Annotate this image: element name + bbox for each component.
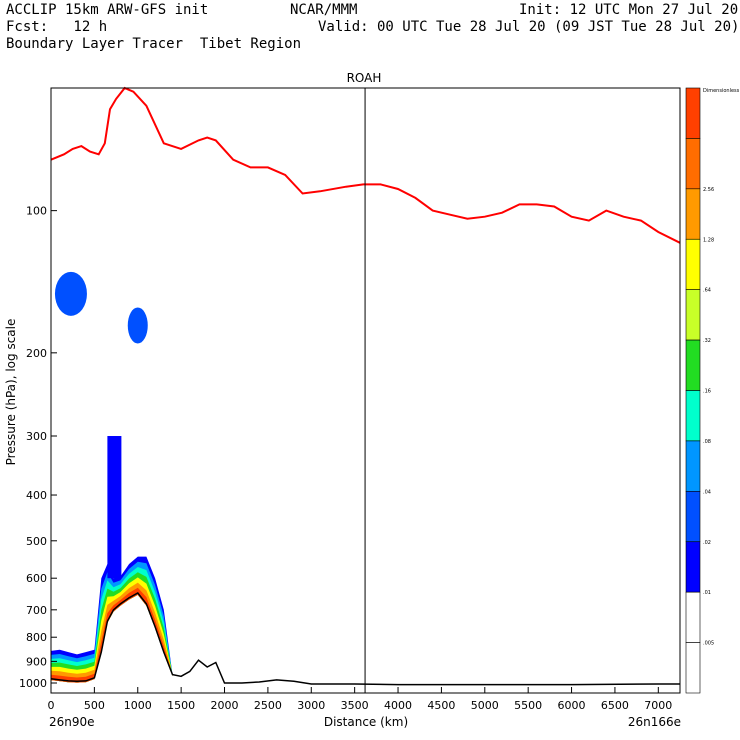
y-tick-label: 400 (26, 489, 47, 502)
colorbar-swatch (685, 440, 701, 492)
colorbar-swatch (685, 591, 701, 643)
header-org: NCAR/MMM (290, 2, 358, 18)
colorbar-swatch (685, 541, 701, 593)
x-tick-label: 5500 (514, 699, 542, 712)
y-tick-label: 200 (26, 347, 47, 360)
tracer-plume-upper-left (54, 271, 87, 316)
tracer-column (107, 436, 122, 579)
header-forecast-hour: Fcst: 12 h (6, 19, 108, 35)
y-tick-label: 1000 (19, 677, 47, 690)
colorbar-level-label: .16 (703, 389, 711, 395)
y-tick-label: 900 (26, 655, 47, 668)
tropopause-line (50, 86, 681, 244)
colorbar-level-label: .04 (703, 489, 711, 495)
y-tick-label: 800 (26, 631, 47, 644)
x-tick-label: 6000 (558, 699, 586, 712)
y-tick-label: 100 (26, 205, 47, 218)
colorbar: Dimensionless 2.56 1.28 .64 .32 .16 .08 .04 .02.… (685, 87, 740, 694)
y-tick-label: 600 (26, 572, 47, 585)
colorbar-level-label: 2.56 (703, 187, 714, 193)
colorbar-level-label: .02 (703, 540, 711, 546)
colorbar-swatch (685, 491, 701, 543)
colorbar-swatch (685, 642, 701, 694)
header-valid-time: Valid: 00 UTC Tue 28 Jul 20 (09 JST Tue … (318, 19, 740, 35)
x-tick-label: 2000 (211, 699, 239, 712)
x-tick-label: 500 (84, 699, 105, 712)
y-tick-label: 500 (26, 535, 47, 548)
chart-title: ROAH (347, 71, 382, 85)
colorbar-swatch (685, 339, 701, 391)
colorbar-level-label: 1.28 (703, 237, 714, 243)
tracer-band-5 (51, 582, 173, 683)
x-tick-label: 2500 (254, 699, 282, 712)
x-tick-label: 3000 (297, 699, 325, 712)
colorbar-swatch (685, 87, 701, 139)
colorbar-swatch (685, 390, 701, 442)
x-tick-label: 1000 (124, 699, 152, 712)
x-tick-label: 6500 (601, 699, 629, 712)
colorbar-swatch (685, 238, 701, 290)
x-tick-label: 7000 (644, 699, 672, 712)
y-axis-label: Pressure (hPa), log scale (4, 319, 18, 466)
colorbar-swatch (685, 188, 701, 240)
x-tick-label: 4000 (384, 699, 412, 712)
header-field-name: Boundary Layer Tracer Tibet Region (6, 36, 302, 52)
colorbar-level-label: .08 (703, 439, 711, 445)
x-start-location: 26n90e (49, 715, 95, 729)
tracer-plume-upper-mid (127, 307, 148, 344)
colorbar-level-label: .005 (703, 641, 714, 647)
terrain-line (50, 592, 680, 686)
header-title: ACCLIP 15km ARW-GFS init (6, 2, 209, 18)
x-tick-label: 5000 (471, 699, 499, 712)
y-tick-label: 300 (26, 430, 47, 443)
colorbar-level-label: .32 (703, 338, 711, 344)
x-tick-label: 1500 (167, 699, 195, 712)
x-tick-label: 3500 (341, 699, 369, 712)
x-end-location: 26n166e (628, 715, 681, 729)
colorbar-title: Dimensionless (703, 88, 740, 94)
colorbar-level-label: .01 (703, 590, 711, 596)
header-init-time: Init: 12 UTC Mon 27 Jul 20 (519, 2, 739, 18)
colorbar-swatch (685, 138, 701, 190)
colorbar-level-label: .64 (703, 288, 711, 294)
colorbar-swatch (685, 289, 701, 341)
x-tick-label: 4500 (427, 699, 455, 712)
x-axis-label: Distance (km) (324, 715, 408, 729)
y-tick-label: 700 (26, 604, 47, 617)
x-tick-label: 0 (48, 699, 55, 712)
